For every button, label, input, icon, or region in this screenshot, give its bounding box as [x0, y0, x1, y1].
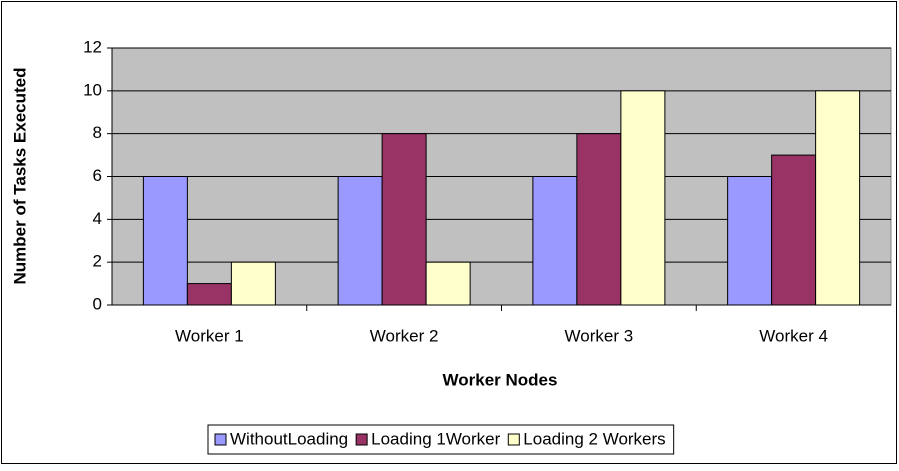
bar [337, 176, 383, 306]
y-tick-label: 8 [93, 123, 102, 142]
bar [771, 154, 817, 306]
legend-swatch [507, 433, 520, 446]
y-tick-label: 4 [93, 209, 102, 228]
bar [532, 176, 578, 306]
y-tick-label: 0 [93, 294, 102, 313]
x-tick-label: Worker 2 [370, 326, 439, 345]
bar [425, 261, 471, 306]
x-tick-label: Worker 4 [759, 326, 828, 345]
y-axis-title: Number of Tasks Executed [10, 68, 29, 285]
y-tick-label: 2 [93, 252, 102, 271]
legend-label: WithoutLoading [230, 429, 348, 448]
bar [186, 283, 232, 306]
bar [381, 133, 427, 306]
bar [576, 133, 622, 306]
legend-swatch [355, 433, 368, 446]
y-tick-label: 10 [83, 80, 102, 99]
bar [815, 90, 861, 306]
legend-label: Loading 2 Workers [523, 429, 665, 448]
bar [620, 90, 666, 306]
legend [207, 424, 675, 455]
bar [727, 176, 773, 306]
y-tick-label: 6 [93, 166, 102, 185]
y-tick-label: 12 [83, 37, 102, 56]
bar [142, 176, 188, 306]
x-tick-label: Worker 3 [565, 326, 634, 345]
legend-swatch [214, 433, 227, 446]
x-tick-label: Worker 1 [175, 326, 244, 345]
x-axis-title: Worker Nodes [443, 370, 558, 389]
legend-label: Loading 1Worker [371, 429, 500, 448]
bar [230, 261, 276, 306]
